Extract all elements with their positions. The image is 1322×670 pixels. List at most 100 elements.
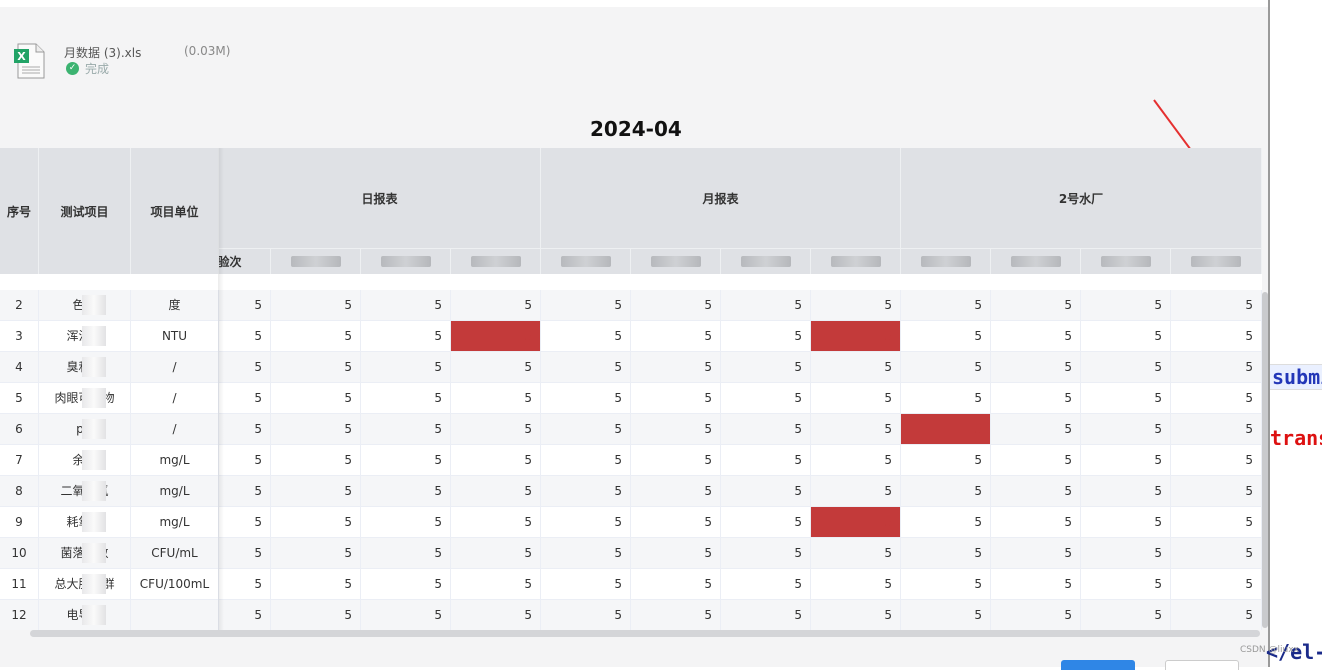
header-sub-column	[811, 248, 901, 274]
cell-value: 5	[541, 569, 631, 599]
cell-index: 2	[0, 290, 39, 320]
top-strip	[0, 0, 1268, 7]
cell-value: 5	[219, 321, 271, 351]
file-status-label: 完成	[85, 62, 110, 76]
cell-value: 5	[721, 352, 811, 382]
cell-value: 5	[361, 507, 451, 537]
cell-value: 5	[271, 352, 361, 382]
table-row: 12电导率555555555555	[0, 600, 1262, 630]
cell-value: 5	[361, 383, 451, 413]
header-unit: 项目单位	[131, 148, 219, 274]
cell-value: 5	[811, 290, 901, 320]
cell-value: 5	[1081, 569, 1171, 599]
cell-value: 5	[219, 414, 271, 444]
cell-value-flagged: 5	[811, 507, 901, 537]
cell-value: 5	[721, 507, 811, 537]
cell-index: 6	[0, 414, 39, 444]
blur-mask	[82, 357, 106, 377]
cell-value: 5	[541, 352, 631, 382]
cell-unit: mg/L	[131, 476, 219, 506]
cell-value: 5	[271, 600, 361, 630]
header-sub-label-blurred	[1010, 256, 1061, 267]
cell-index: 12	[0, 600, 39, 630]
cell-index: 7	[0, 445, 39, 475]
header-group-plant2: 2号水厂	[901, 148, 1262, 248]
cell-value: 5	[811, 383, 901, 413]
blur-mask	[82, 574, 106, 594]
blur-mask	[82, 543, 106, 563]
header-sub-column	[361, 248, 451, 274]
cell-value: 5	[219, 538, 271, 568]
header-sub-label-blurred	[470, 256, 521, 267]
cell-value: 5	[1081, 383, 1171, 413]
cell-value: 5	[721, 476, 811, 506]
table-row: 2色度度555555555555	[0, 290, 1262, 321]
cell-value: 5	[1171, 383, 1262, 413]
header-sub-label-blurred	[1191, 256, 1241, 267]
cell-value: 5	[991, 600, 1081, 630]
fixed-column-shadow	[218, 148, 224, 630]
cell-value: 5	[1081, 600, 1171, 630]
file-size: (0.03M)	[184, 44, 231, 58]
cell-value: 5	[541, 476, 631, 506]
cancel-button[interactable]	[1165, 660, 1239, 670]
cell-value: 5	[1081, 290, 1171, 320]
cell-value: 5	[271, 383, 361, 413]
cell-value: 5	[361, 476, 451, 506]
cell-value: 5	[271, 321, 361, 351]
header-sub-column	[1081, 248, 1171, 274]
cell-index: 3	[0, 321, 39, 351]
cell-value: 5	[541, 445, 631, 475]
cell-value: 5	[631, 290, 721, 320]
cell-value: 5	[451, 538, 541, 568]
cell-value: 5	[541, 600, 631, 630]
cell-value: 5	[811, 538, 901, 568]
cell-value: 5	[1081, 476, 1171, 506]
cell-value: 5	[901, 507, 991, 537]
cell-value: 5	[219, 476, 271, 506]
header-sub-column	[271, 248, 361, 274]
cell-value: 5	[991, 414, 1081, 444]
cell-unit: /	[131, 383, 219, 413]
cell-value: 5	[361, 445, 451, 475]
vertical-scrollbar[interactable]	[1262, 292, 1268, 628]
cell-value: 5	[721, 414, 811, 444]
cell-value: 5	[721, 569, 811, 599]
header-sub-column	[631, 248, 721, 274]
cell-value: 5	[631, 600, 721, 630]
header-group-monthly: 月报表	[541, 148, 901, 248]
excel-letter: X	[17, 50, 26, 63]
code-snippet-transform: transfo	[1270, 426, 1322, 450]
cell-unit: CFU/mL	[131, 538, 219, 568]
cell-value: 5	[991, 321, 1081, 351]
data-table: 序号 测试项目 项目单位 日报表 月报表 2号水厂 验次 2色度度5555555…	[0, 148, 1262, 630]
cell-value: 5	[1081, 507, 1171, 537]
cell-value: 5	[901, 383, 991, 413]
cell-value: 5	[811, 445, 901, 475]
cell-value: 5	[361, 569, 451, 599]
cell-value: 5	[1081, 352, 1171, 382]
header-sub-label-blurred	[920, 256, 971, 267]
cell-value: 5	[271, 538, 361, 568]
horizontal-scrollbar[interactable]	[30, 630, 1260, 637]
cell-value: 5	[361, 321, 451, 351]
cell-value: 5	[361, 290, 451, 320]
blur-mask	[82, 605, 106, 625]
cell-value: 5	[811, 352, 901, 382]
cell-value: 5	[631, 383, 721, 413]
cell-value: 5	[901, 290, 991, 320]
cell-index: 10	[0, 538, 39, 568]
cell-value: 5	[1081, 445, 1171, 475]
cell-value: 5	[1081, 414, 1171, 444]
cell-unit	[131, 600, 219, 630]
confirm-button[interactable]	[1061, 660, 1135, 670]
cell-value: 5	[721, 290, 811, 320]
cell-index: 5	[0, 383, 39, 413]
